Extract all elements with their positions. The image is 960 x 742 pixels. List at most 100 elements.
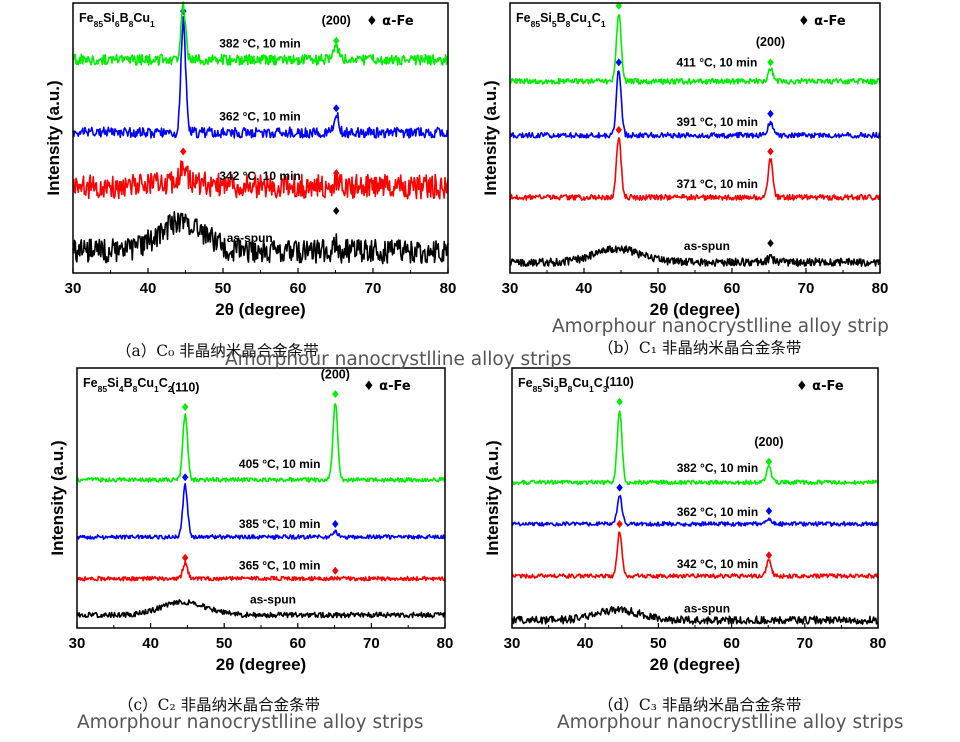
x-tick-label: 70 — [798, 280, 815, 297]
peak-index-label: (110) — [171, 380, 200, 394]
caption-a-english: Amorphour nanocrystlline alloy strips — [225, 349, 572, 370]
x-tick-label: 30 — [65, 280, 82, 297]
composition-title: Fe85Si4B8Cu1C2 — [83, 376, 173, 394]
peak-index-label: (200) — [756, 35, 785, 49]
alpha-fe-marker — [765, 551, 773, 560]
alpha-fe-marker — [767, 147, 774, 156]
x-tick-label: 40 — [142, 635, 159, 652]
caption-c: （c）C₂ 非晶纳米晶合金条带 — [118, 696, 321, 714]
alpha-fe-marker — [181, 403, 189, 411]
alpha-fe-marker — [333, 104, 340, 113]
alpha-fe-marker — [332, 520, 339, 528]
x-tick-label: 80 — [437, 635, 454, 652]
composition-title: Fe85Si3B8Cu1C3 — [518, 376, 608, 394]
caption-d: （d）C₃ 非晶纳米晶合金条带 — [598, 696, 802, 714]
x-tick-label: 60 — [290, 280, 307, 297]
legend-alpha-fe: ♦ α-Fe — [366, 14, 414, 29]
series-annotation: as-spun — [250, 592, 296, 606]
x-tick-label: 30 — [69, 635, 86, 652]
series-line-1 — [72, 160, 449, 200]
alpha-fe-marker — [180, 147, 187, 156]
series-line-3 — [72, 1, 449, 66]
x-tick-label: 40 — [140, 280, 157, 297]
series-annotation: 385 °C, 10 min — [239, 517, 321, 531]
x-tick-label: 40 — [576, 280, 593, 297]
x-tick-label: 30 — [504, 635, 521, 652]
series-annotation: 342 °C, 10 min — [677, 557, 759, 571]
alpha-fe-marker — [767, 109, 774, 118]
x-tick-label: 50 — [650, 280, 667, 297]
series-line-0 — [509, 245, 881, 267]
plot-frame — [511, 367, 879, 629]
series-annotation: 371 °C, 10 min — [677, 177, 759, 191]
x-tick-label: 70 — [363, 635, 380, 652]
series-annotation: 365 °C, 10 min — [239, 559, 321, 573]
series-annotation: 362 °C, 10 min — [677, 505, 759, 519]
series-line-3 — [509, 14, 881, 85]
plot-frame — [509, 2, 881, 274]
alpha-fe-marker — [333, 36, 340, 45]
series-line-0 — [72, 211, 449, 265]
series-line-0 — [511, 605, 879, 625]
panel-a: 30 40 50 60 70 80 2θ (degree) Intensity (a.u.) F… — [44, 1, 457, 319]
x-tick-label: 80 — [870, 635, 887, 652]
series-annotation: as-spun — [684, 601, 730, 615]
caption-a: （a）C₀ 非晶纳米晶合金条带 — [116, 342, 319, 360]
alpha-fe-marker — [615, 125, 622, 134]
series-annotation: 391 °C, 10 min — [677, 115, 759, 129]
alpha-fe-marker — [616, 520, 623, 528]
x-tick-label: 80 — [440, 280, 457, 297]
alpha-fe-marker — [333, 206, 340, 215]
x-tick-label: 50 — [215, 280, 232, 297]
x-tick-label: 70 — [796, 635, 813, 652]
series-annotation: as-spun — [227, 231, 273, 245]
composition-title: Fe85Si5B8Cu1C1 — [516, 11, 606, 29]
alpha-fe-marker — [767, 58, 774, 67]
peak-index-label: (200) — [321, 367, 350, 381]
series-line-0 — [76, 599, 446, 619]
alpha-fe-marker — [765, 507, 773, 515]
x-axis-label: 2θ (degree) — [650, 655, 740, 674]
y-axis-label: Intensity (a.u.) — [48, 440, 67, 555]
x-tick-label: 80 — [872, 280, 889, 297]
panel-c: 30 40 50 60 70 80 2θ (degree) Intensity (a.u.) F… — [48, 367, 453, 674]
series-line-2 — [72, 16, 449, 139]
series-line-2 — [76, 482, 446, 540]
x-tick-label: 60 — [289, 635, 306, 652]
alpha-fe-marker — [616, 397, 623, 406]
caption-b: （b）C₁ 非晶纳米晶合金条带 — [598, 339, 802, 357]
x-axis-label: 2θ (degree) — [650, 300, 740, 319]
series-line-1 — [511, 531, 879, 579]
series-line-3 — [511, 410, 879, 486]
alpha-fe-marker — [765, 457, 773, 466]
x-tick-label: 70 — [365, 280, 382, 297]
plot-frame — [76, 367, 446, 629]
alpha-fe-marker — [333, 169, 340, 178]
alpha-fe-marker — [767, 239, 774, 248]
series-annotation: as-spun — [684, 239, 730, 253]
peak-index-label: (110) — [605, 375, 634, 389]
legend-alpha-fe: ♦ α-Fe — [363, 379, 411, 394]
series-annotation: 411 °C, 10 min — [677, 55, 758, 69]
alpha-fe-marker — [181, 553, 189, 562]
series-line-2 — [511, 494, 879, 527]
y-axis-label: Intensity (a.u.) — [483, 440, 502, 555]
series-line-3 — [76, 403, 446, 483]
x-tick-label: 60 — [724, 280, 741, 297]
legend-alpha-fe: ♦ α-Fe — [796, 379, 844, 394]
x-axis-label: 2θ (degree) — [216, 655, 306, 674]
peak-index-label: (200) — [754, 435, 783, 449]
panel-d: 30 40 50 60 70 80 2θ (degree) Intensity (a.u.) F… — [483, 367, 887, 674]
composition-title: Fe85Si6B8Cu1 — [79, 11, 155, 29]
caption-c-english: Amorphour nanocrystlline alloy strips — [77, 712, 424, 733]
series-line-1 — [509, 137, 881, 201]
series-annotation: 362 °C, 10 min — [219, 109, 301, 123]
series-annotation: 405 °C, 10 min — [239, 457, 321, 471]
series-line-2 — [509, 70, 881, 139]
x-axis-label: 2θ (degree) — [215, 300, 305, 319]
alpha-fe-marker — [616, 483, 623, 492]
alpha-fe-marker — [332, 566, 339, 575]
series-annotation: 342 °C, 10 min — [219, 169, 301, 183]
series-annotation: 382 °C, 10 min — [219, 37, 301, 51]
